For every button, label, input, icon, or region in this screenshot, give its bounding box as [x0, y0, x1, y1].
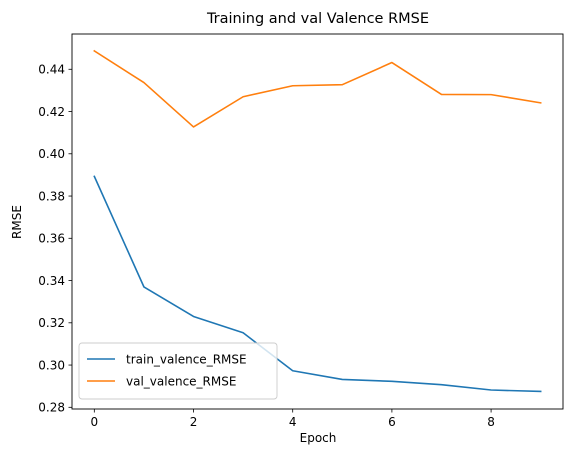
legend-entry-label: train_valence_RMSE	[126, 352, 247, 366]
y-tick-label: 0.34	[38, 274, 65, 288]
y-tick-label: 0.36	[38, 232, 65, 246]
series-layer	[93, 49, 542, 393]
y-tick-label: 0.44	[38, 63, 65, 77]
y-tick-label: 0.40	[38, 147, 65, 161]
x-axis: 0 2 4 6 8	[90, 409, 495, 429]
x-axis-label: Epoch	[300, 431, 337, 445]
x-tick-label: 2	[190, 415, 198, 429]
y-tick-label: 0.28	[38, 401, 65, 415]
x-tick-label: 0	[90, 415, 98, 429]
y-tick-label: 0.38	[38, 189, 65, 203]
series-line-train-valence-RMSE	[93, 175, 542, 393]
plot-frame	[71, 33, 564, 410]
legend-box	[78, 342, 278, 400]
x-tick-label: 6	[388, 415, 396, 429]
y-tick-label: 0.42	[38, 105, 65, 119]
x-tick-label: 8	[487, 415, 495, 429]
y-axis: 0.28 0.30 0.32 0.34 0.36 0.38 0.40 0.42 0.44	[38, 63, 72, 415]
x-tick-label: 4	[289, 415, 297, 429]
y-tick-label: 0.32	[38, 316, 65, 330]
legend: train_valence_RMSE val_valence_RMSE	[78, 342, 278, 400]
y-axis-label: RMSE	[10, 205, 24, 239]
y-tick-label: 0.30	[38, 358, 65, 372]
chart-title: Training and val Valence RMSE	[206, 11, 429, 27]
series-line-val-valence-RMSE	[93, 49, 542, 128]
legend-entry-label: val_valence_RMSE	[126, 374, 236, 388]
